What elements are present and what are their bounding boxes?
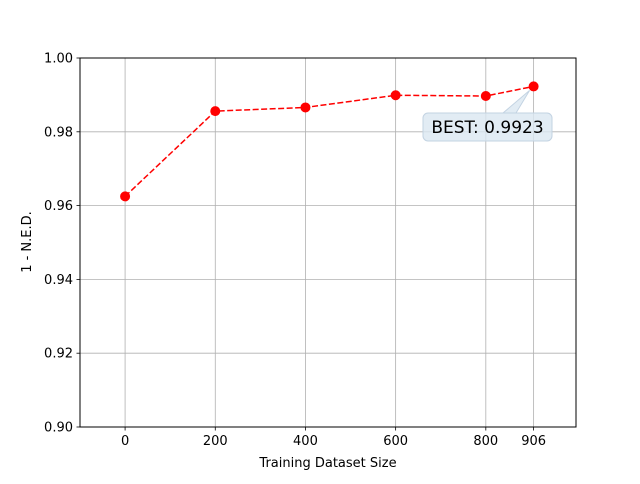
annotation: BEST: 0.9923: [422, 90, 553, 142]
data-point: [390, 90, 401, 101]
x-tick-label: 200: [203, 434, 228, 449]
annotation-text: BEST: 0.9923: [431, 118, 543, 138]
y-tick-label: 0.94: [44, 273, 73, 288]
x-tick-label: 400: [293, 434, 318, 449]
y-tick-label: 0.90: [44, 421, 73, 436]
series: [120, 81, 539, 202]
axis-ticks: 0 200 400 600 800 906 0.90 0.92 0.94 0.96 0.98 1.00: [44, 52, 546, 450]
x-tick-label: 600: [383, 434, 408, 449]
data-point: [210, 106, 221, 117]
y-tick-label: 0.96: [44, 199, 73, 214]
y-tick-label: 1.00: [44, 52, 73, 67]
y-axis-label: 1 - N.E.D.: [20, 211, 35, 273]
x-axis-label: Training Dataset Size: [258, 456, 396, 471]
series-line: [124, 85, 534, 197]
y-tick-label: 0.92: [44, 347, 73, 362]
annotation-box: [422, 112, 553, 142]
data-point: [120, 191, 131, 202]
annotation-arrow: [501, 90, 531, 114]
x-tick-label: 0: [121, 434, 129, 449]
data-point: [528, 81, 539, 92]
x-tick-label: 800: [473, 434, 498, 449]
data-point: [480, 91, 491, 102]
data-point: [300, 102, 311, 113]
plot-area: [79, 57, 577, 428]
y-tick-label: 0.98: [44, 125, 73, 140]
x-tick-label: 906: [521, 434, 546, 449]
